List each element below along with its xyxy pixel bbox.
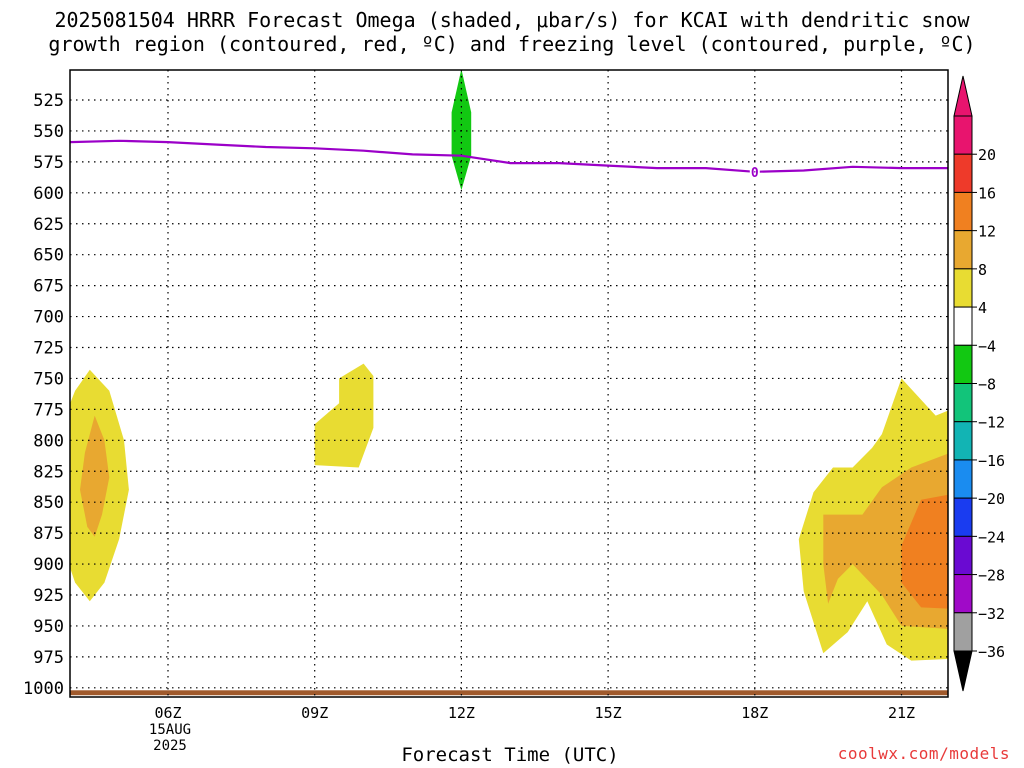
y-tick-label-775: 775 <box>33 400 64 420</box>
colorbar-label-3: 8 <box>978 261 987 279</box>
y-tick-label-825: 825 <box>33 462 64 482</box>
colorbar-bin-6 <box>953 344 973 384</box>
colorbar-label-9: −20 <box>978 490 1005 508</box>
colorbar-bottom-triangle <box>953 650 973 692</box>
colorbar-bin-0 <box>953 115 973 155</box>
chart-title-line-1: 2025081504 HRRR Forecast Omega (shaded, … <box>54 8 970 32</box>
y-tick-label-800: 800 <box>33 431 64 451</box>
colorbar-label-1: 16 <box>978 184 996 202</box>
colorbar-bin-10 <box>953 497 973 537</box>
colorbar-bin-12 <box>953 574 973 614</box>
date-label-day: 15AUG <box>148 722 192 738</box>
y-tick-label-875: 875 <box>33 524 64 544</box>
y-tick-label-650: 650 <box>33 246 64 266</box>
y-tick-label-750: 750 <box>33 369 64 389</box>
surface-band <box>70 690 948 696</box>
colorbar-bin-4 <box>953 268 973 308</box>
x-tick-label-21Z: 21Z <box>888 704 915 722</box>
colorbar-label-8: −16 <box>978 452 1005 470</box>
y-tick-label-700: 700 <box>33 308 64 328</box>
colorbar-label-10: −24 <box>978 528 1005 546</box>
colorbar-label-2: 12 <box>978 223 996 241</box>
x-tick-label-15Z: 15Z <box>595 704 622 722</box>
omega-region-yellow-0930 <box>314 363 374 468</box>
y-tick-label-625: 625 <box>33 215 64 235</box>
colorbar-top-triangle <box>953 75 973 117</box>
colorbar-bin-8 <box>953 421 973 461</box>
y-tick-label-950: 950 <box>33 617 64 637</box>
x-tick-label-12Z: 12Z <box>448 704 475 722</box>
colorbar-label-12: −32 <box>978 605 1005 623</box>
chart-title-line-2: growth region (contoured, red, ºC) and f… <box>48 32 976 56</box>
y-tick-label-575: 575 <box>33 153 64 173</box>
freezing-level-label: 0 <box>751 166 759 181</box>
plot-area: 0 <box>70 70 948 697</box>
colorbar-bin-9 <box>953 459 973 499</box>
colorbar-bin-7 <box>953 383 973 423</box>
colorbar-bin-5 <box>953 306 973 346</box>
omega-region-orange-2100 <box>901 494 948 609</box>
y-tick-label-925: 925 <box>33 586 64 606</box>
y-tick-label-850: 850 <box>33 493 64 513</box>
plot-frame <box>69 69 949 698</box>
freezing-level-label-bg <box>749 163 760 180</box>
omega-region-orange-0430 <box>80 415 110 537</box>
y-tick-label-900: 900 <box>33 555 64 575</box>
colorbar-bin-2 <box>953 191 973 232</box>
y-tick-label-1000: 1000 <box>23 679 64 699</box>
chart-title: 2025081504 HRRR Forecast Omega (shaded, … <box>0 8 1024 56</box>
y-tick-label-600: 600 <box>33 184 64 204</box>
date-label: 15AUG 2025 <box>120 722 220 754</box>
colorbar-bin-1 <box>953 153 973 193</box>
x-tick-label-18Z: 18Z <box>741 704 768 722</box>
colorbar-label-4: 4 <box>978 299 987 317</box>
x-axis-label: Forecast Time (UTC) <box>401 744 619 766</box>
freezing-level-line <box>70 139 948 173</box>
colorbar-label-11: −28 <box>978 567 1005 585</box>
colorbar-bin-11 <box>953 535 973 576</box>
date-label-year: 2025 <box>153 738 187 754</box>
colorbar-label-6: −8 <box>978 376 996 394</box>
y-tick-label-675: 675 <box>33 277 64 297</box>
watermark-link[interactable]: coolwx.com/models <box>837 744 1010 763</box>
y-tick-label-525: 525 <box>33 91 64 111</box>
colorbar-bin-13 <box>953 612 973 652</box>
y-tick-label-550: 550 <box>33 122 64 142</box>
x-tick-label-06Z: 06Z <box>154 704 181 722</box>
colorbar-label-5: −4 <box>978 337 996 355</box>
colorbar-label-7: −12 <box>978 414 1005 432</box>
y-tick-label-975: 975 <box>33 648 64 668</box>
y-tick-label-725: 725 <box>33 339 64 359</box>
x-tick-label-09Z: 09Z <box>301 704 328 722</box>
colorbar-label-0: 20 <box>978 146 996 164</box>
colorbar-label-13: −36 <box>978 643 1005 661</box>
colorbar-bin-3 <box>953 230 973 270</box>
